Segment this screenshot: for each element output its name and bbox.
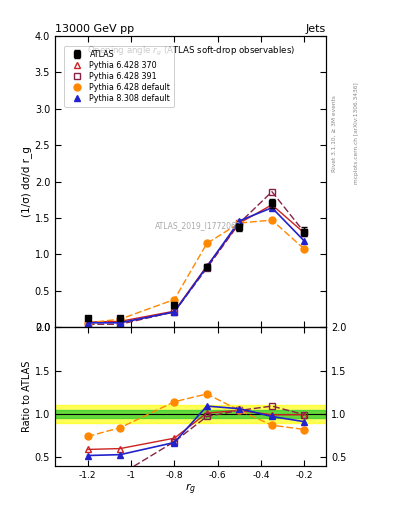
Pythia 8.308 default <box>302 238 307 244</box>
Pythia 8.308 default <box>204 264 209 270</box>
Pythia 6.428 370 <box>172 308 177 314</box>
Pythia 6.428 391 <box>118 321 123 327</box>
Y-axis label: Ratio to ATLAS: Ratio to ATLAS <box>22 361 32 432</box>
Pythia 8.308 default <box>85 319 90 326</box>
Pythia 6.428 default <box>270 217 274 223</box>
Bar <box>55 405 326 422</box>
Pythia 8.308 default <box>172 309 177 315</box>
Pythia 6.428 370 <box>85 319 90 325</box>
Line: Pythia 6.428 391: Pythia 6.428 391 <box>85 189 307 327</box>
Pythia 6.428 default <box>85 319 90 326</box>
Text: Jets: Jets <box>306 24 326 34</box>
Pythia 6.428 370 <box>237 220 242 226</box>
Pythia 6.428 default <box>118 316 123 322</box>
Pythia 8.308 default <box>237 218 242 224</box>
Y-axis label: (1/σ) dσ/d r_g: (1/σ) dσ/d r_g <box>21 146 32 217</box>
Pythia 6.428 default <box>237 220 242 226</box>
Pythia 6.428 391 <box>270 188 274 195</box>
X-axis label: $r_g$: $r_g$ <box>185 481 196 497</box>
Line: Pythia 8.308 default: Pythia 8.308 default <box>85 205 307 326</box>
Pythia 6.428 370 <box>302 230 307 237</box>
Text: 13000 GeV pp: 13000 GeV pp <box>55 24 134 34</box>
Pythia 6.428 default <box>302 246 307 252</box>
Text: Opening angle $r_g$ (ATLAS soft-drop observables): Opening angle $r_g$ (ATLAS soft-drop obs… <box>86 45 295 58</box>
Text: mcplots.cern.ch [arXiv:1306.3436]: mcplots.cern.ch [arXiv:1306.3436] <box>354 82 359 184</box>
Pythia 8.308 default <box>118 319 123 326</box>
Pythia 6.428 391 <box>204 265 209 271</box>
Pythia 6.428 370 <box>270 202 274 208</box>
Bar <box>55 410 326 418</box>
Pythia 6.428 default <box>172 296 177 303</box>
Text: ATLAS_2019_I1772062: ATLAS_2019_I1772062 <box>155 221 242 230</box>
Pythia 6.428 default <box>204 240 209 246</box>
Pythia 8.308 default <box>270 205 274 211</box>
Pythia 6.428 391 <box>172 309 177 315</box>
Text: Rivet 3.1.10, ≥ 3M events: Rivet 3.1.10, ≥ 3M events <box>332 95 337 172</box>
Pythia 6.428 370 <box>204 263 209 269</box>
Pythia 6.428 391 <box>302 229 307 236</box>
Pythia 6.428 370 <box>118 318 123 325</box>
Pythia 6.428 391 <box>237 220 242 226</box>
Line: Pythia 6.428 370: Pythia 6.428 370 <box>85 202 307 325</box>
Line: Pythia 6.428 default: Pythia 6.428 default <box>84 217 308 326</box>
Legend: ATLAS, Pythia 6.428 370, Pythia 6.428 391, Pythia 6.428 default, Pythia 8.308 de: ATLAS, Pythia 6.428 370, Pythia 6.428 39… <box>64 46 174 107</box>
Pythia 6.428 391 <box>85 321 90 327</box>
